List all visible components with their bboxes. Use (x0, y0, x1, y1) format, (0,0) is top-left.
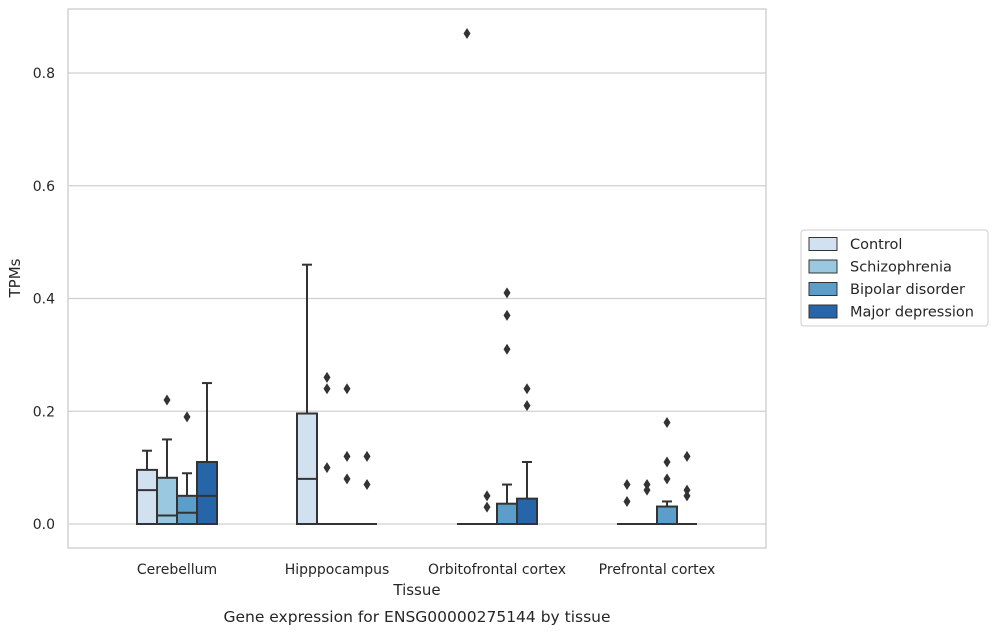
legend-swatch (808, 259, 838, 274)
y-tick-label: 0.2 (33, 404, 55, 420)
series-major-depression (196, 382, 697, 526)
outlier-point (463, 28, 471, 40)
outlier-point (503, 309, 511, 321)
x-tick-labels: Cerebellum Hipppocampus Orbitofrontal cort… (137, 562, 715, 578)
series-bipolar-disorder (176, 287, 678, 525)
outlier-point (323, 371, 331, 383)
series-control (136, 28, 637, 526)
outlier-point (683, 490, 691, 502)
x-tick-label: Cerebellum (137, 562, 217, 578)
outlier-point (343, 473, 351, 485)
plot-frame (67, 8, 767, 549)
legend-frame (800, 229, 989, 327)
box (156, 476, 178, 525)
box-series (136, 28, 697, 526)
y-tick-label: 0.0 (33, 517, 55, 533)
outlier-point (483, 490, 491, 502)
outlier-point (663, 456, 671, 468)
chart-caption: Gene expression for ENSG00000275144 by t… (223, 608, 610, 626)
y-tick-label: 0.8 (33, 66, 55, 82)
box (516, 497, 538, 526)
outlier-point (323, 383, 331, 395)
series-schizophrenia (156, 371, 657, 525)
y-axis-label: TPMs (6, 258, 24, 298)
outlier-point (643, 479, 651, 491)
outlier-point (483, 501, 491, 513)
legend-swatch (808, 282, 838, 296)
outlier-point (343, 383, 351, 395)
y-tick-label: 0.4 (33, 292, 55, 308)
outlier-point (523, 400, 531, 412)
outlier-point (343, 450, 351, 462)
outlier-point (683, 450, 691, 462)
x-tick-label: Prefrontal cortex (599, 562, 716, 578)
box (176, 494, 198, 525)
box (656, 505, 678, 525)
box (196, 460, 218, 525)
legend-label: Control (850, 237, 902, 253)
outlier-point (623, 479, 631, 491)
outlier-point (503, 343, 511, 355)
outlier-point (663, 417, 671, 429)
legend-label: Major depression (850, 305, 974, 321)
outlier-point (663, 473, 671, 485)
legend-swatch (808, 304, 838, 319)
outlier-point (363, 450, 371, 462)
x-axis-label: Tissue (392, 581, 440, 599)
outlier-point (643, 484, 651, 496)
outlier-point (163, 394, 171, 406)
box (496, 502, 518, 525)
x-tick-label: Hipppocampus (285, 562, 390, 578)
legend: Control Schizophrenia Bipolar disorder Majo… (800, 229, 989, 327)
box (296, 412, 318, 526)
outlier-point (323, 462, 331, 474)
outlier-point (363, 479, 371, 491)
legend-swatch (808, 237, 838, 251)
outlier-point (623, 495, 631, 507)
outlier-point (183, 411, 191, 423)
box (136, 468, 158, 526)
y-tick-labels: 0.0 0.2 0.4 0.6 0.8 (33, 66, 55, 533)
outlier-point (503, 287, 511, 299)
grid-lines (68, 72, 766, 525)
legend-label: Schizophrenia (850, 260, 952, 276)
y-tick-label: 0.6 (33, 179, 55, 195)
outlier-point (523, 383, 531, 395)
legend-label: Bipolar disorder (850, 282, 965, 298)
outlier-point (683, 484, 691, 496)
x-tick-label: Orbitofrontal cortex (428, 562, 566, 578)
